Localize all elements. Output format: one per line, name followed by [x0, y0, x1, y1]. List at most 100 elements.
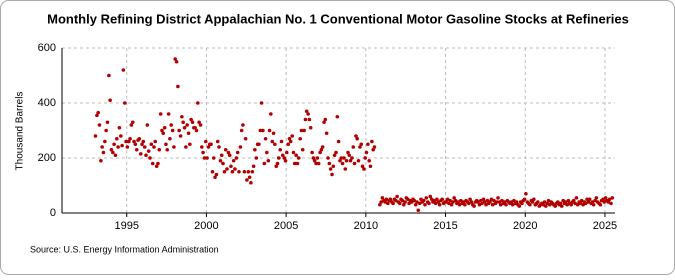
y-tick-label: 200	[38, 152, 56, 164]
data-point	[338, 158, 342, 163]
data-point	[366, 142, 370, 147]
data-point	[243, 136, 248, 141]
data-point	[190, 120, 195, 125]
data-point	[318, 150, 322, 155]
data-point	[579, 198, 584, 203]
data-point	[469, 200, 474, 204]
data-point	[176, 84, 180, 89]
data-point	[346, 150, 350, 155]
data-point	[370, 139, 374, 144]
data-point	[585, 197, 589, 202]
data-point	[168, 136, 172, 141]
data-point	[253, 147, 257, 152]
data-point	[500, 198, 504, 203]
data-point	[302, 128, 306, 133]
data-point	[245, 178, 249, 182]
data-point	[316, 161, 321, 166]
data-point	[273, 142, 277, 147]
data-point	[356, 158, 361, 163]
data-point	[150, 161, 155, 166]
data-point	[215, 139, 220, 144]
data-point	[436, 200, 441, 204]
data-point	[115, 136, 119, 141]
data-point	[239, 128, 244, 133]
data-point	[267, 128, 272, 133]
data-point	[193, 125, 197, 130]
data-point	[522, 197, 527, 202]
data-point	[467, 201, 471, 206]
data-point	[188, 142, 192, 147]
data-point	[416, 208, 421, 213]
data-point	[296, 156, 301, 160]
data-point	[388, 197, 393, 202]
data-point	[198, 123, 203, 127]
data-point	[280, 153, 285, 158]
data-point	[488, 200, 492, 204]
data-point	[128, 136, 132, 141]
data-point	[214, 172, 219, 177]
data-point	[270, 139, 275, 144]
y-tick-label: 0	[50, 207, 56, 219]
data-point	[555, 200, 560, 204]
data-point	[229, 164, 233, 169]
data-point	[97, 123, 102, 127]
data-point	[586, 200, 591, 204]
data-point	[278, 147, 283, 152]
data-point	[566, 198, 571, 203]
data-point	[197, 120, 201, 125]
data-point	[358, 145, 362, 149]
data-point	[571, 198, 576, 203]
data-point	[117, 125, 122, 130]
data-point	[269, 112, 273, 116]
data-point	[542, 200, 547, 204]
data-point	[468, 197, 472, 202]
data-point	[354, 134, 358, 138]
data-point	[230, 169, 235, 174]
data-point	[119, 134, 123, 138]
data-point	[386, 201, 390, 206]
data-point	[502, 200, 507, 204]
data-point	[492, 198, 496, 203]
data-point	[123, 101, 127, 105]
data-point	[384, 197, 389, 202]
data-point	[378, 202, 382, 207]
data-point	[161, 131, 166, 136]
data-point	[334, 150, 338, 155]
data-point	[607, 197, 612, 202]
data-point	[116, 145, 120, 149]
data-point	[575, 202, 580, 207]
data-point	[481, 197, 486, 202]
data-point	[184, 145, 188, 149]
data-point	[277, 156, 281, 160]
data-point	[602, 200, 607, 204]
data-point	[400, 198, 405, 203]
data-point	[132, 139, 136, 144]
data-point	[456, 200, 460, 204]
data-point	[108, 98, 112, 103]
data-point	[233, 167, 237, 171]
data-point	[320, 145, 325, 149]
data-point	[152, 145, 156, 149]
data-point	[219, 153, 224, 158]
data-point	[271, 131, 276, 136]
data-point	[546, 198, 551, 203]
data-point	[221, 161, 225, 166]
data-point	[290, 134, 294, 138]
data-point	[164, 142, 168, 147]
data-point	[266, 158, 271, 163]
data-point	[591, 202, 596, 207]
data-point	[166, 112, 171, 116]
data-point	[107, 73, 111, 78]
data-point	[472, 204, 476, 208]
data-point	[257, 142, 261, 147]
data-point	[291, 150, 296, 155]
data-point	[419, 197, 423, 202]
data-point	[146, 149, 151, 153]
y-axis-label: Thousand Barrels	[15, 92, 26, 171]
data-point	[407, 201, 411, 206]
data-point	[237, 169, 241, 174]
data-point	[275, 161, 280, 166]
data-point	[448, 198, 452, 203]
data-point	[403, 200, 407, 204]
data-point	[298, 136, 302, 141]
